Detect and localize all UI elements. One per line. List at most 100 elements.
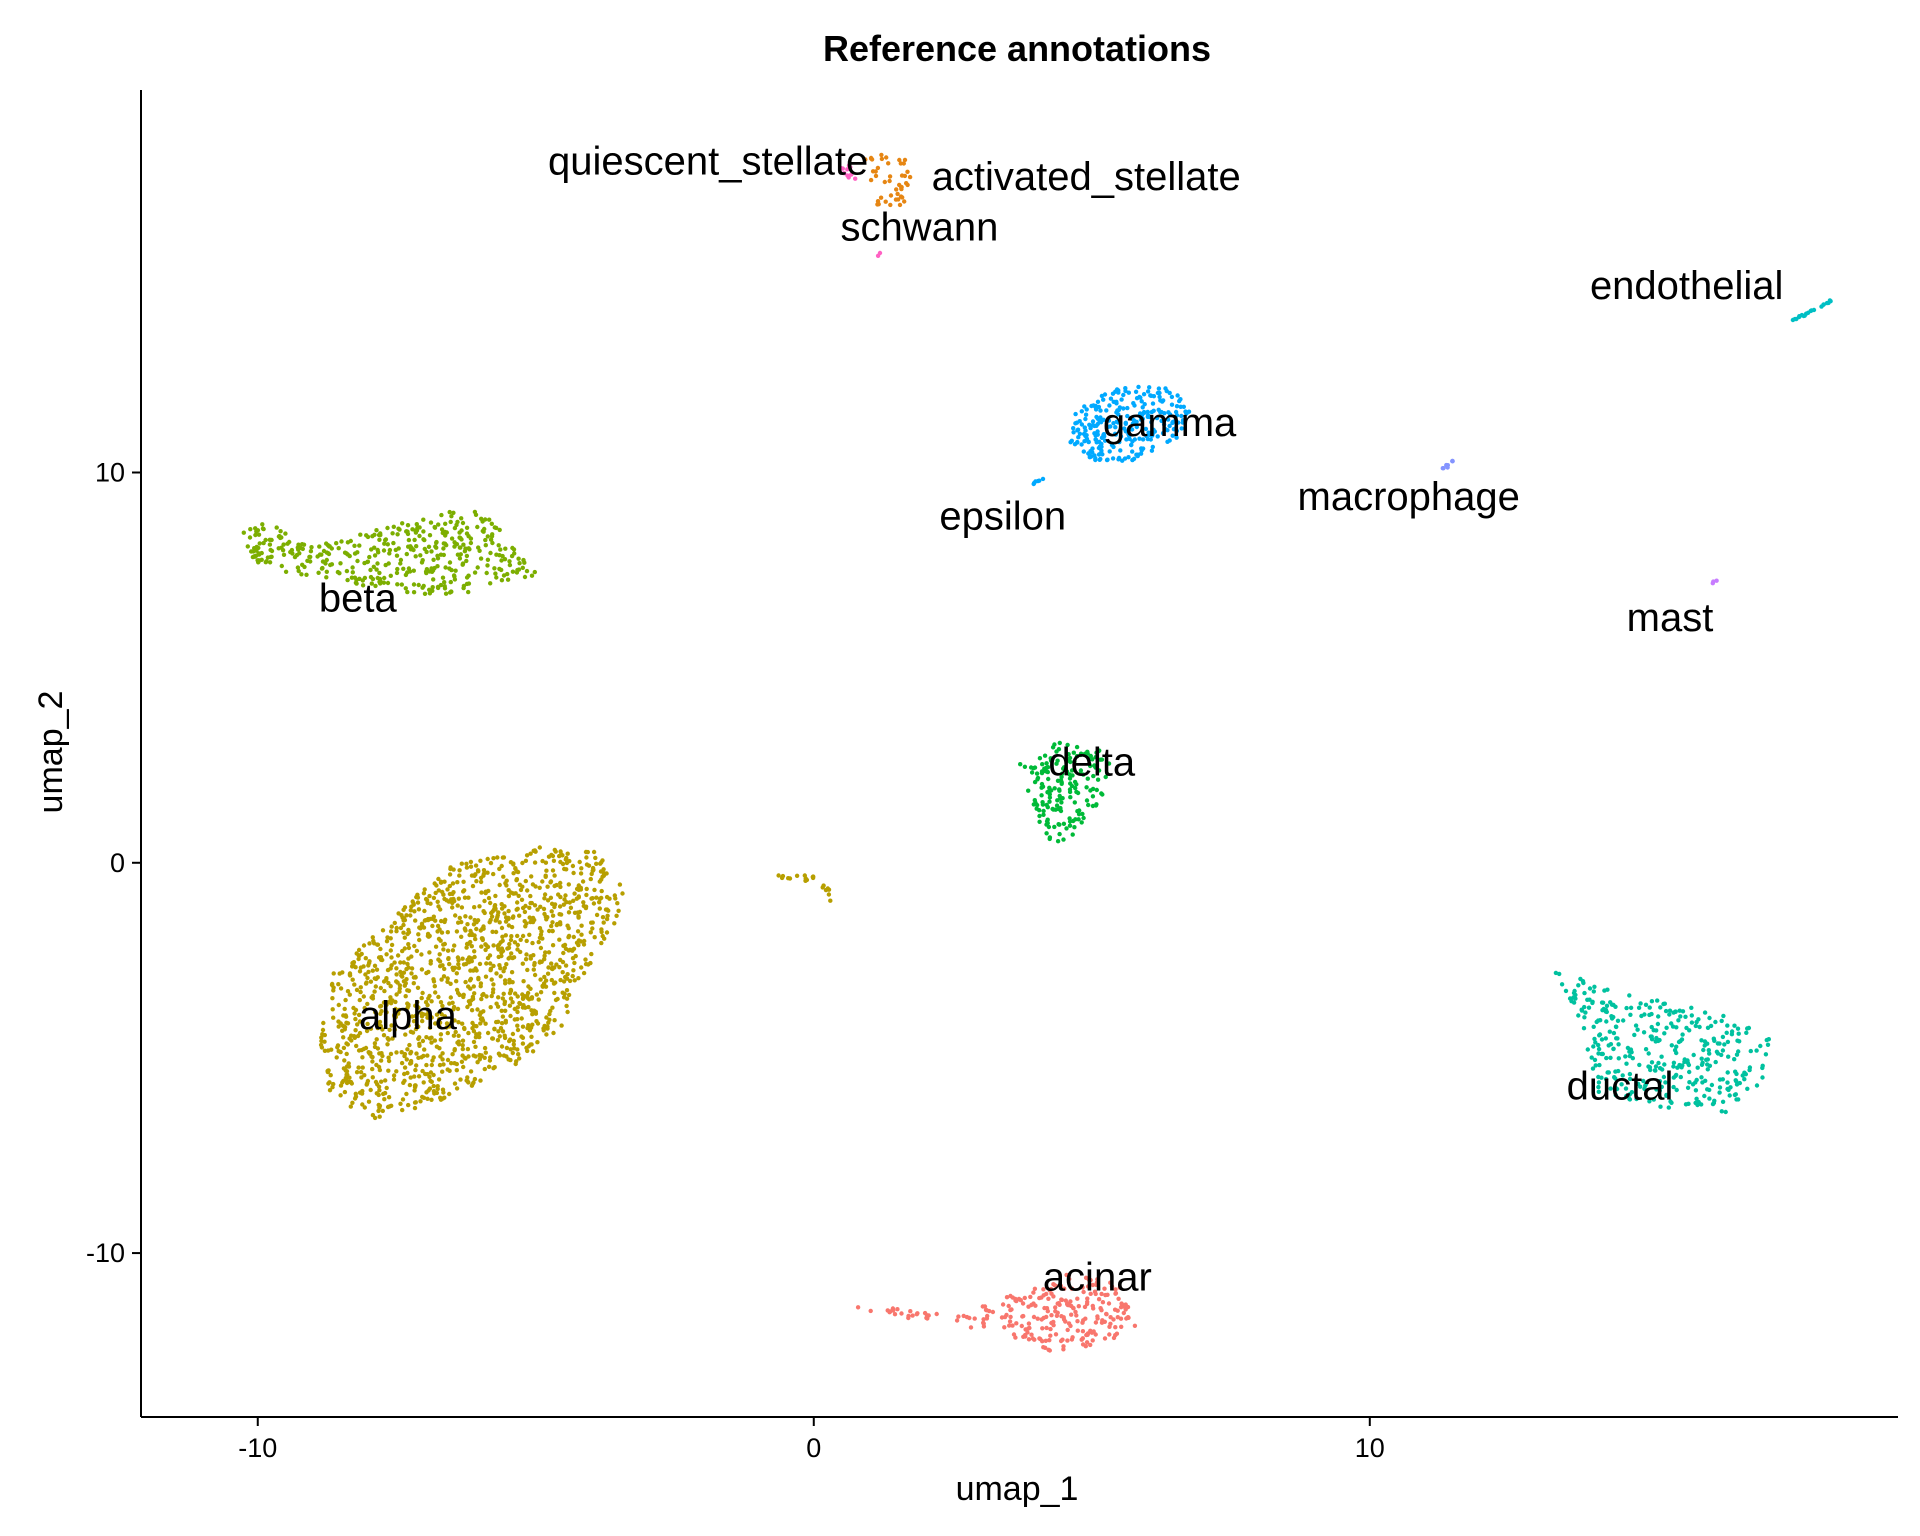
data-point [317,544,322,549]
data-point [348,1079,354,1085]
data-point [565,923,570,928]
data-point [431,557,436,562]
data-point [547,1011,552,1017]
data-point [1593,1040,1598,1045]
data-point [438,1000,444,1005]
data-point [472,570,478,575]
data-point [1125,413,1130,419]
data-point [572,891,577,896]
data-point [1081,1318,1086,1323]
data-point [241,530,246,535]
data-point [375,561,380,566]
data-point [513,991,518,996]
data-point [1745,1086,1750,1092]
data-point [315,554,320,559]
data-point [1725,1070,1730,1075]
data-point [1104,1312,1109,1317]
data-point [442,586,448,591]
data-point [541,1028,546,1033]
data-point [1109,1284,1115,1289]
data-point [532,972,538,978]
data-point [438,552,444,557]
data-point [551,858,557,863]
data-point [483,1050,488,1055]
data-point [1591,1044,1596,1049]
data-point [382,575,387,581]
data-point [383,562,388,568]
data-point [331,1015,336,1020]
data-point [496,995,501,1000]
data-point [1039,1317,1044,1322]
data-point [437,1024,442,1029]
data-point [1075,440,1080,445]
data-point [1160,431,1166,436]
data-point [489,521,494,526]
data-point [1134,424,1140,430]
data-point [601,867,606,872]
data-point [516,1052,521,1057]
data-point [1029,770,1035,775]
data-point [426,544,432,549]
data-point [338,986,344,991]
data-point [421,1080,426,1085]
data-point [385,1042,390,1047]
data-point [579,932,584,937]
data-point [496,954,501,960]
data-point [1615,1036,1620,1041]
data-point [432,984,437,989]
data-point [405,523,411,528]
data-point [424,567,430,572]
data-point [1099,791,1104,796]
data-point [489,993,494,999]
data-point [408,908,413,913]
data-point [1581,1026,1587,1031]
data-point [1115,408,1120,413]
data-point [422,546,427,552]
data-point [472,1076,478,1082]
data-point [420,1094,425,1100]
data-point [572,978,577,983]
data-point [387,1027,392,1033]
data-point [276,546,281,551]
data-point [422,908,427,914]
data-point [570,973,575,979]
data-point [1654,1087,1659,1092]
data-point [1059,781,1064,786]
data-point [356,1012,362,1018]
data-point [392,960,397,965]
data-point [392,1008,398,1014]
data-point [1103,774,1108,780]
data-point [526,1022,531,1028]
data-point [1657,1088,1663,1093]
data-point [395,582,400,587]
data-point [418,926,423,931]
data-point [1580,979,1586,984]
data-point [347,553,352,559]
data-point [1660,1067,1665,1072]
data-point [305,558,310,563]
data-point [248,527,253,532]
data-point [408,547,414,552]
data-point [295,545,300,550]
data-point [398,557,404,563]
data-point [1658,1005,1663,1010]
data-point [309,545,314,550]
data-point [1603,1036,1609,1041]
data-point [460,1053,465,1058]
data-point [465,1004,470,1010]
data-point [250,554,256,560]
data-point [1007,1319,1013,1324]
data-point [461,542,466,547]
data-point [414,1051,419,1056]
data-point [1093,1320,1099,1325]
data-point [366,1099,372,1104]
data-point [1638,1001,1643,1006]
data-point [1077,431,1083,436]
data-point [1171,427,1177,432]
data-point [437,1062,443,1068]
data-point [1626,1093,1631,1098]
data-point [461,585,466,591]
data-point [336,1002,341,1008]
data-point [565,851,570,856]
data-point [1118,448,1123,453]
